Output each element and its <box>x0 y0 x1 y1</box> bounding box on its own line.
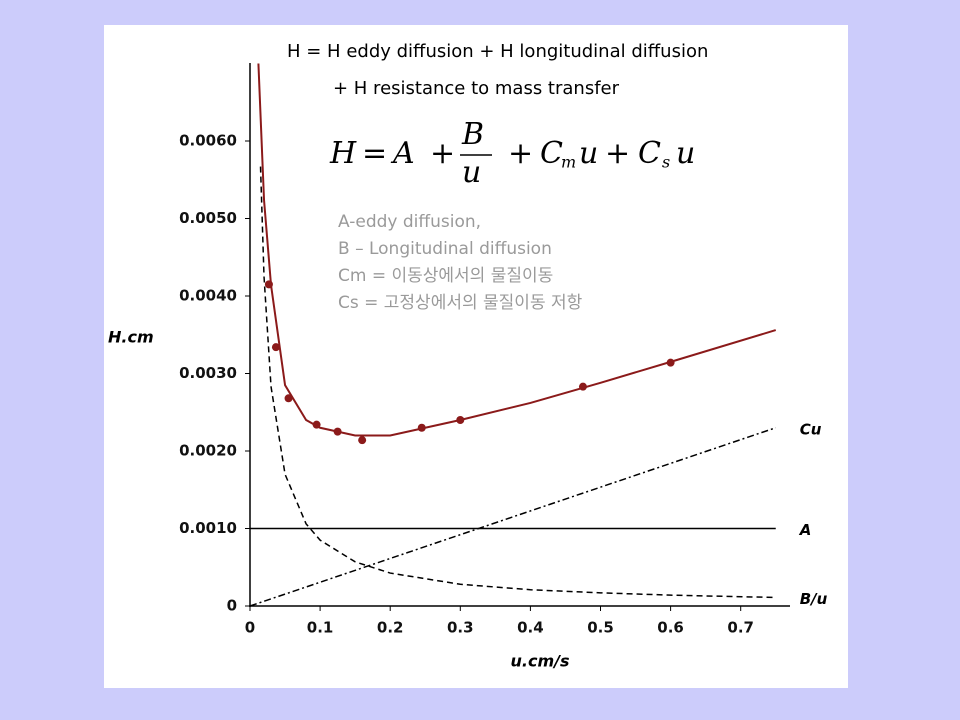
header-line-1: H = H eddy diffusion + H longitudinal di… <box>287 41 708 62</box>
y-tick-label: 0.0010 <box>179 519 237 537</box>
x-tick-label: 0.2 <box>377 619 404 637</box>
y-tick-label: 0.0020 <box>179 442 237 460</box>
y-tick-label: 0.0060 <box>179 132 237 150</box>
equation-part: u <box>462 155 481 190</box>
y-axis-label: H.cm <box>108 328 154 347</box>
equation-part: + <box>508 136 533 171</box>
data-point <box>271 343 280 352</box>
y-tick-label: 0.0050 <box>179 209 237 227</box>
series-line <box>259 166 776 599</box>
y-tick-label: 0.0040 <box>179 287 237 305</box>
series-label: B/u <box>800 590 828 608</box>
data-point <box>333 427 342 436</box>
equation-part: C <box>638 136 661 171</box>
equation-part: + <box>430 136 455 171</box>
note-line: Cs = 고정상에서의 물질이동 저항 <box>338 293 583 313</box>
equation-part: C <box>540 136 563 171</box>
data-point <box>264 280 273 289</box>
equation-part: s <box>662 153 670 172</box>
x-tick-label: 0.7 <box>727 619 754 637</box>
x-tick-label: 0.4 <box>517 619 544 637</box>
series-line <box>249 427 776 607</box>
equation-part: H <box>329 136 357 171</box>
series-label: A <box>799 521 812 539</box>
data-point <box>578 382 587 391</box>
notes: A-eddy diffusion, B – Longitudinal diffus… <box>338 212 583 313</box>
equation-part: + <box>605 136 630 171</box>
x-tick-label: 0.6 <box>657 619 684 637</box>
equation-part: u <box>676 136 695 171</box>
header-line-2: + H resistance to mass transfer <box>333 78 620 99</box>
equation-part: A <box>390 136 415 171</box>
y-tick-label: 0 <box>227 597 237 615</box>
series-label: Cu <box>800 420 822 438</box>
equation-part: = <box>362 136 387 171</box>
x-axis-label: u.cm/s <box>511 652 570 671</box>
note-line: B – Longitudinal diffusion <box>338 239 552 259</box>
y-tick-label: 0.0030 <box>179 364 237 382</box>
equation-part: m <box>561 153 576 172</box>
note-line: Cm = 이동상에서의 물질이동 <box>338 266 553 286</box>
x-tick-label: 0.5 <box>587 619 614 637</box>
note-line: A-eddy diffusion, <box>338 212 481 232</box>
data-point <box>417 423 426 432</box>
x-tick-label: 0.3 <box>447 619 474 637</box>
data-point <box>666 358 675 367</box>
data-point <box>358 436 367 445</box>
data-point <box>456 416 465 424</box>
equation-part: u <box>579 136 598 171</box>
equation-part: B <box>461 117 484 152</box>
data-point <box>312 420 321 429</box>
data-point <box>284 394 293 403</box>
slide-panel <box>104 25 848 688</box>
x-tick-label: 0 <box>245 619 255 637</box>
x-tick-label: 0.1 <box>307 619 334 637</box>
